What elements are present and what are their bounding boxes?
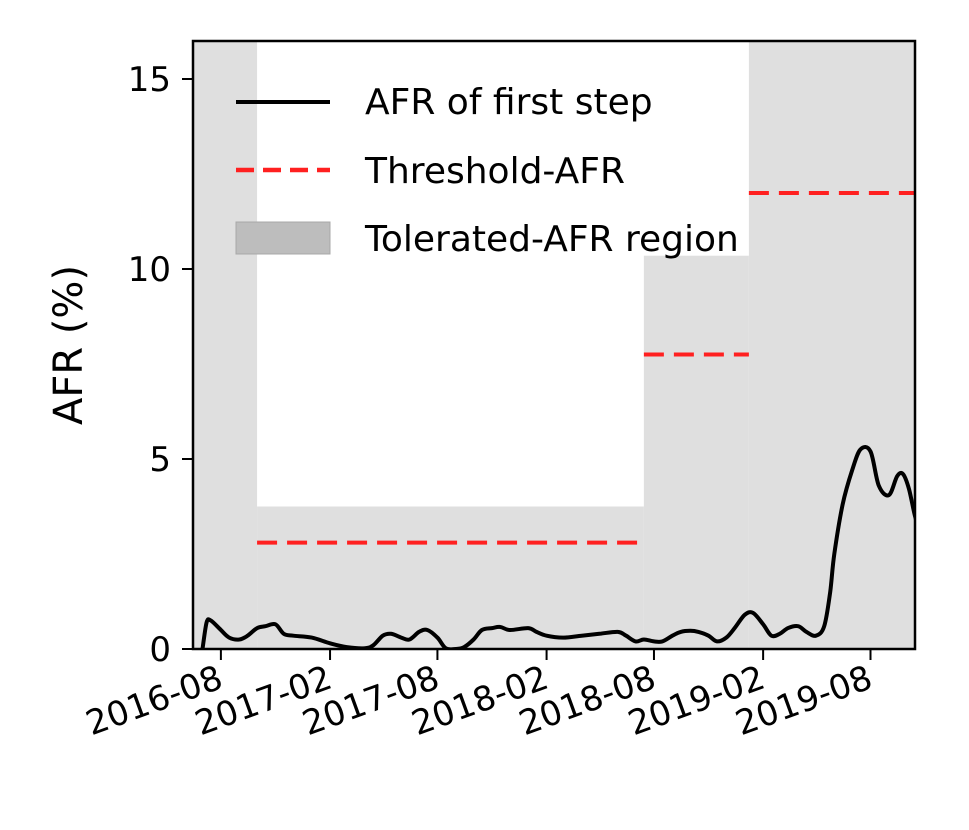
tolerated-region-2 [643,255,749,649]
y-tick-label: 10 [128,250,171,290]
threshold-lines [257,191,915,545]
y-tick-label: 5 [149,440,171,480]
legend-patch-swatch [235,221,331,255]
legend: AFR of first step Threshold-AFR Tolerate… [235,82,739,260]
x-axis: 2016-082017-022017-082018-022018-082019-… [81,649,878,744]
plot-frame [191,39,917,651]
y-axis-title: AFR (%) [46,265,92,425]
tolerated-region-1 [257,506,644,649]
y-tick-label: 0 [149,630,171,670]
legend-label-region: Tolerated-AFR region [364,219,739,260]
afr-series [200,445,915,649]
tolerated-regions [193,41,915,649]
legend-label-afr: AFR of first step [365,82,653,123]
y-axis: 0 5 10 15 [128,60,193,670]
y-tick-label: 15 [128,60,171,100]
tolerated-region-3 [748,41,915,649]
tolerated-region-0 [193,41,258,649]
afr-series-line-0 [200,445,915,649]
legend-label-threshold: Threshold-AFR [364,151,625,192]
